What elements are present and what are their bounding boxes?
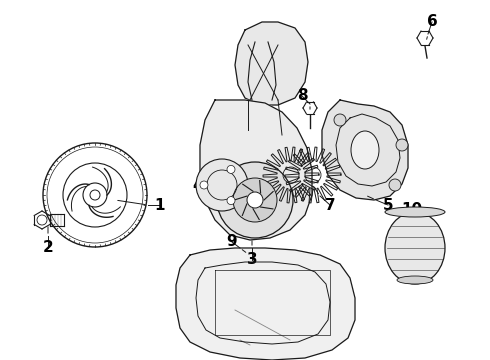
Circle shape <box>396 139 408 151</box>
Ellipse shape <box>385 212 445 284</box>
Text: 10: 10 <box>401 202 422 217</box>
Ellipse shape <box>351 131 379 169</box>
Text: 7: 7 <box>325 198 335 212</box>
Text: 3: 3 <box>246 252 257 267</box>
Text: 9: 9 <box>227 234 237 249</box>
Circle shape <box>233 178 277 222</box>
Text: 8: 8 <box>296 89 307 104</box>
Polygon shape <box>322 100 408 200</box>
Circle shape <box>227 197 235 204</box>
Ellipse shape <box>397 276 433 284</box>
Text: 5: 5 <box>383 198 393 212</box>
Polygon shape <box>200 100 312 240</box>
Circle shape <box>247 192 263 208</box>
Ellipse shape <box>385 207 445 217</box>
Polygon shape <box>235 22 308 105</box>
Text: 6: 6 <box>427 14 438 30</box>
Circle shape <box>196 159 248 211</box>
Circle shape <box>389 179 401 191</box>
Polygon shape <box>176 248 355 360</box>
Circle shape <box>200 181 208 189</box>
Text: 4: 4 <box>193 177 203 193</box>
Circle shape <box>227 165 235 174</box>
Circle shape <box>334 114 346 126</box>
Text: 2: 2 <box>43 240 53 256</box>
Text: 1: 1 <box>155 198 165 212</box>
Circle shape <box>217 162 293 238</box>
